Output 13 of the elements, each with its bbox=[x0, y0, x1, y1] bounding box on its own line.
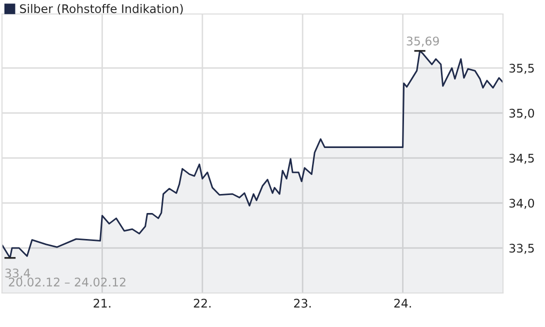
x-tick-label: 21. bbox=[94, 298, 110, 308]
x-tick-label: 22. bbox=[194, 298, 211, 308]
y-tick-label: 33,5 bbox=[509, 244, 534, 254]
annotation: 35,69 bbox=[406, 36, 439, 47]
y-tick-label: 35,5 bbox=[509, 64, 534, 74]
annotation: 20.02.12 – 24.02.12 bbox=[8, 278, 126, 287]
y-tick-label: 34,5 bbox=[509, 154, 534, 164]
x-tick-label: 24. bbox=[394, 298, 411, 308]
y-tick-label: 35,0 bbox=[509, 108, 534, 119]
x-tick-label: 23. bbox=[294, 298, 311, 308]
y-tick-label: 34,0 bbox=[509, 198, 534, 209]
legend-label: Silber (Rohstoffe Indikation) bbox=[20, 4, 183, 15]
annotation: 33,4 bbox=[5, 268, 30, 279]
